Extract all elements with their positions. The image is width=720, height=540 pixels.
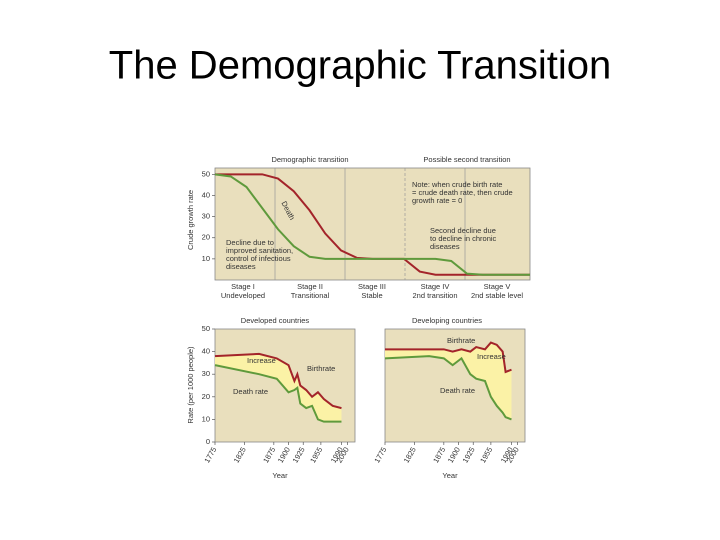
y-axis-label: Crude growth rate [186,190,195,250]
annotation: improved sanitation, [226,246,293,255]
annotation: Death rate [233,387,268,396]
x-axis-label: Year [442,471,458,480]
series-line [214,352,342,410]
y-tick-label: 50 [202,324,210,333]
stage-label: Stage I [231,282,255,291]
chart-title: Developing countries [412,316,482,325]
y-tick-label: 40 [202,190,210,199]
annotation: = crude death rate, then crude [412,188,513,197]
chart-title: Developed countries [241,316,310,325]
annotation: Birthrate [447,336,475,345]
y-tick-label: 50 [202,169,210,178]
annotation: Decline due to [226,238,274,247]
stage-label: Stage IV [421,282,450,291]
annotation: Second decline due [430,226,496,235]
annotation: growth rate = 0 [412,196,462,205]
y-tick-label: 30 [202,212,210,221]
stage-label: Stage II [297,282,323,291]
stage-label: 2nd transition [412,291,457,300]
y-tick-label: 0 [206,437,210,446]
annotation: Birthrate [307,364,335,373]
slide-title: The Demographic Transition [109,44,611,88]
stage-label: 2nd stable level [471,291,523,300]
stage-label: Stage III [358,282,386,291]
annotation: control of infectious [226,254,291,263]
stage-label: Undeveloped [221,291,265,300]
annotation: Death rate [440,386,475,395]
y-tick-label: 10 [202,254,210,263]
annotation: Increase [247,356,276,365]
stage-label: Stage V [484,282,511,291]
y-tick-label: 20 [202,392,210,401]
annotation: Increase [477,352,506,361]
x-axis-label: Year [272,471,288,480]
y-tick-label: 20 [202,233,210,242]
series-line [214,364,342,423]
chart-title: Demographic transition [271,155,348,164]
y-tick-label: 30 [202,369,210,378]
series-line [384,355,512,421]
series-line [214,173,530,276]
annotation: diseases [430,242,460,251]
annotation: Note: when crude birth rate [412,180,502,189]
chart-subtitle: Possible second transition [423,155,510,164]
y-tick-label: 10 [202,414,210,423]
stage-label: Transitional [291,291,330,300]
y-axis-label: Rate (per 1000 people) [186,346,195,424]
increase-band [385,342,512,420]
annotation: diseases [226,262,256,271]
y-tick-label: 40 [202,347,210,356]
plot-area [214,167,531,281]
annotation: to decline in chronic [430,234,497,243]
stage-label: Stable [361,291,382,300]
series-line [385,341,512,374]
